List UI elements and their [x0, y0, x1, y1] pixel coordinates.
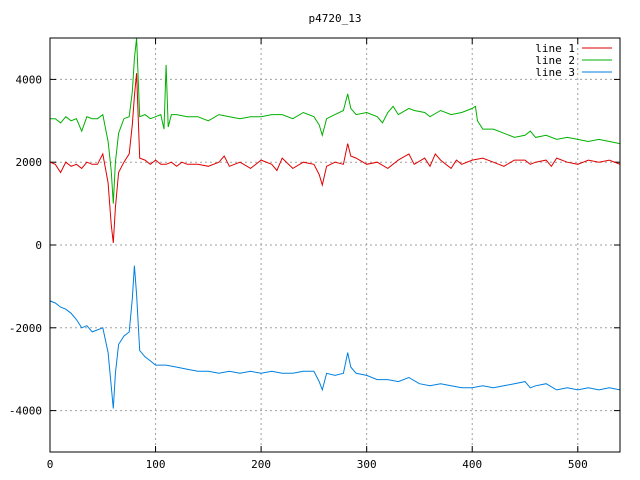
x-tick-label: 500 [568, 458, 588, 471]
x-tick-label: 0 [47, 458, 54, 471]
chart-title: p4720_13 [309, 12, 362, 25]
y-tick-label: 4000 [16, 73, 43, 86]
grid [50, 38, 620, 452]
series-line-1 [50, 73, 620, 243]
series-line-3 [50, 265, 620, 409]
legend-label-3: line 3 [535, 66, 575, 79]
axis-ticks: 0 100 200 300 400 500 -4000 -2000 0 2000 4000 [9, 38, 620, 471]
legend-label-1: line 1 [535, 42, 575, 55]
series-group [50, 38, 620, 409]
y-tick-label: 2000 [16, 156, 43, 169]
x-tick-label: 400 [462, 458, 482, 471]
x-tick-label: 100 [146, 458, 166, 471]
legend-label-2: line 2 [535, 54, 575, 67]
x-tick-label: 200 [251, 458, 271, 471]
plot-frame [49, 37, 621, 453]
series-line-2 [50, 38, 620, 204]
y-tick-label: -4000 [9, 405, 42, 418]
y-tick-label: 0 [35, 239, 42, 252]
x-tick-label: 300 [357, 458, 377, 471]
y-tick-label: -2000 [9, 322, 42, 335]
